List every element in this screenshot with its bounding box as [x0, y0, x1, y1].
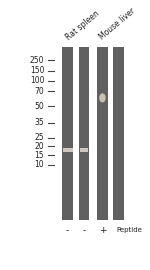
Text: 50: 50 — [35, 102, 44, 111]
Text: 35: 35 — [35, 118, 44, 127]
Text: 15: 15 — [35, 151, 44, 160]
Text: 25: 25 — [35, 133, 44, 142]
Bar — [97, 47, 108, 220]
Bar — [62, 47, 73, 220]
Text: -: - — [82, 226, 85, 235]
Bar — [114, 47, 124, 220]
Text: -: - — [66, 226, 69, 235]
Bar — [79, 47, 89, 220]
Text: 150: 150 — [30, 66, 44, 75]
Bar — [80, 148, 88, 152]
Ellipse shape — [99, 93, 106, 102]
Text: Mouse liver: Mouse liver — [98, 6, 137, 42]
Text: Rat spleen: Rat spleen — [64, 9, 101, 42]
Text: 20: 20 — [35, 142, 44, 151]
Bar — [80, 148, 88, 152]
Text: 70: 70 — [35, 86, 44, 96]
Text: Peptide: Peptide — [116, 227, 142, 233]
Bar — [63, 148, 72, 152]
Text: 100: 100 — [30, 76, 44, 85]
Text: 10: 10 — [35, 160, 44, 169]
Text: +: + — [99, 226, 106, 235]
Text: 250: 250 — [30, 56, 44, 65]
Bar — [63, 148, 72, 152]
